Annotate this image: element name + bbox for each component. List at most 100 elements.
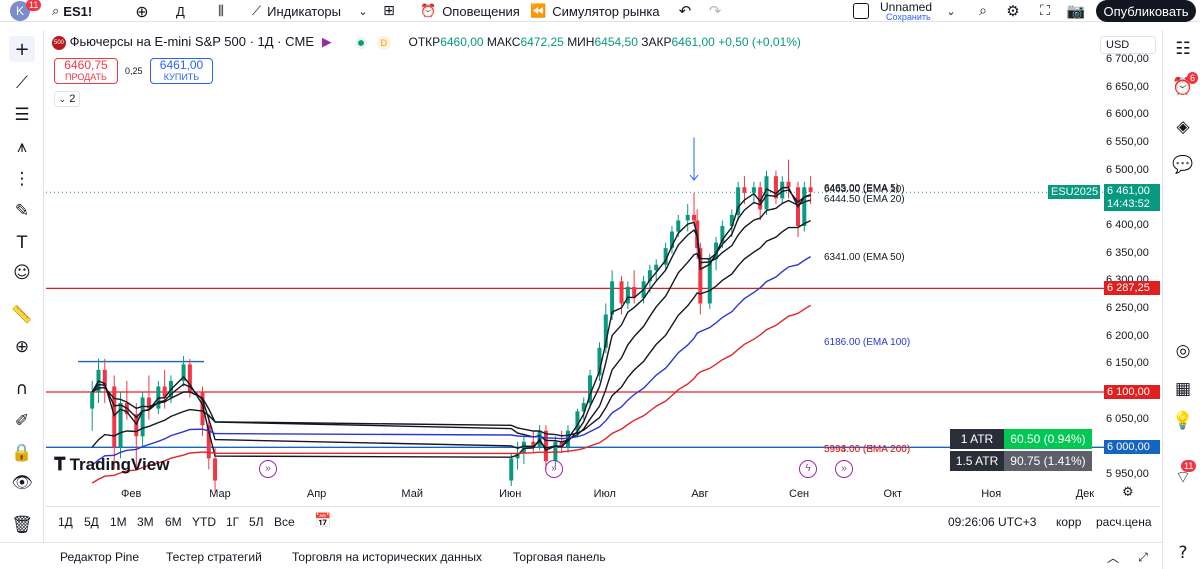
- measure-tool-icon[interactable]: ⋮: [13, 169, 31, 189]
- crosshair-icon[interactable]: +: [9, 36, 35, 62]
- lightning-event-icon[interactable]: ϟ: [799, 460, 817, 478]
- horizontal-lines-icon[interactable]: ☰: [14, 105, 30, 125]
- flag-icon[interactable]: [321, 37, 332, 48]
- zoom-in-icon[interactable]: ⊕: [14, 337, 30, 357]
- indicator-collapse-toggle[interactable]: ⌄ 2: [54, 91, 80, 107]
- undo-icon[interactable]: ↶: [678, 2, 692, 20]
- alarm-clock-icon: ⏰: [420, 3, 437, 19]
- chart-pane[interactable]: 500 Фьючерсы на E-mini S&P 500 · 1Д · CM…: [46, 30, 1160, 506]
- candle-body: [625, 286, 630, 304]
- tab-trading-panel[interactable]: Торговая панель: [513, 550, 606, 564]
- ruler-icon[interactable]: 📏: [11, 305, 33, 325]
- layout-name[interactable]: Unnamed: [880, 0, 933, 14]
- pencil-lock-icon[interactable]: ✐: [14, 411, 30, 431]
- time-axis-settings-icon[interactable]: ⚙: [1122, 485, 1134, 500]
- tab-pine-editor[interactable]: Редактор Pine: [60, 550, 140, 564]
- event-arrow-icon[interactable]: »: [545, 460, 563, 478]
- replay-label: Симулятор рынка: [552, 3, 660, 19]
- event-arrow-icon[interactable]: »: [835, 460, 853, 478]
- publish-button[interactable]: Опубликовать: [1096, 0, 1196, 22]
- eye-icon[interactable]: 👁: [11, 473, 33, 493]
- candle-body: [610, 281, 615, 315]
- candle-body: [187, 364, 192, 392]
- atr-row: 1.5 ATR 90.75 (1.41%): [950, 451, 1092, 471]
- symbol-description[interactable]: Фьючерсы на E-mini S&P 500 · 1Д · CME: [69, 34, 315, 49]
- alerts-button[interactable]: ⏰ Оповещения: [420, 0, 520, 22]
- redo-icon[interactable]: ↷: [708, 2, 722, 20]
- settings-gear-icon[interactable]: ⚙: [1006, 2, 1020, 20]
- magnet-icon[interactable]: ∩: [15, 379, 29, 399]
- pattern-tool-icon[interactable]: ⩚: [17, 137, 27, 157]
- x-tick-label: Июл: [593, 488, 616, 500]
- replay-button[interactable]: ⏪ Симулятор рынка: [530, 0, 660, 22]
- candle-body: [669, 231, 674, 249]
- indicators-label: Индикаторы: [267, 3, 342, 19]
- range-button-8[interactable]: Все: [274, 515, 295, 529]
- symbol-search[interactable]: ⌕ ES1!: [52, 0, 92, 22]
- tab-bar-replay[interactable]: Торговля на исторических данных: [292, 550, 482, 564]
- session-toggle[interactable]: расч.цена: [1096, 515, 1152, 529]
- watchlist-icon[interactable]: ☷: [1175, 39, 1191, 59]
- text-tool-icon[interactable]: T: [16, 233, 28, 253]
- indicators-button[interactable]: ⟋ Индикаторы: [252, 0, 341, 22]
- lock-icon[interactable]: 🔒: [11, 443, 33, 463]
- alerts-count-badge: 6: [1187, 72, 1199, 84]
- notifications-feed-icon[interactable]: ⌔: [1175, 467, 1191, 488]
- fullscreen-icon[interactable]: ⛶: [1040, 3, 1050, 19]
- sell-button[interactable]: 6460,75 ПРОДАТЬ: [54, 58, 118, 84]
- range-button-2[interactable]: 1М: [110, 515, 127, 529]
- clock-time[interactable]: 09:26:06 UTC+3: [948, 515, 1037, 529]
- chevron-down-icon[interactable]: ⌄: [358, 4, 368, 18]
- interval-button[interactable]: Д: [176, 3, 185, 19]
- data-window-layers-icon[interactable]: ◈: [1176, 117, 1190, 137]
- ema-value-label: 6463.00 (EMA 10): [824, 184, 905, 196]
- y-tick-label: 6 550,00: [1106, 136, 1149, 148]
- compare-symbol-icon[interactable]: ⊕: [135, 1, 149, 21]
- help-icon[interactable]: ?: [1178, 543, 1188, 563]
- candle-body: [588, 375, 593, 404]
- layouts-grid-icon[interactable]: ⊞: [383, 3, 395, 19]
- layout-menu-chevron-icon[interactable]: ⌄: [946, 4, 956, 18]
- x-tick-label: Фев: [121, 488, 142, 500]
- range-button-4[interactable]: 6М: [165, 515, 182, 529]
- range-button-3[interactable]: 3М: [137, 515, 154, 529]
- emoji-icon[interactable]: ☺: [13, 263, 31, 283]
- adjustment-toggle[interactable]: корр: [1056, 515, 1082, 529]
- range-button-5[interactable]: YTD: [192, 515, 216, 529]
- candle-body: [619, 281, 624, 304]
- currency-selector[interactable]: USD: [1100, 36, 1156, 54]
- layout-checkbox[interactable]: [853, 3, 869, 19]
- atr-label: 1.5 ATR: [950, 451, 1004, 471]
- save-layout-label[interactable]: Сохранить: [886, 12, 931, 22]
- candle-body: [780, 181, 785, 199]
- chart-legend: 500 Фьючерсы на E-mini S&P 500 · 1Д · CM…: [52, 34, 801, 50]
- calendar-icon[interactable]: ▦: [1174, 379, 1192, 399]
- maximize-panel-icon[interactable]: ⤢: [1138, 549, 1148, 564]
- chat-icon[interactable]: 💬: [1172, 155, 1194, 175]
- price-chart[interactable]: [46, 30, 1160, 506]
- chart-type-candles-icon[interactable]: ⫼: [218, 3, 224, 19]
- camera-snapshot-icon[interactable]: 📷: [1066, 2, 1086, 20]
- range-button-0[interactable]: 1Д: [58, 515, 73, 529]
- range-button-7[interactable]: 5Л: [249, 515, 264, 529]
- ema-value-label: 5994.00 (SMA 200): [824, 443, 911, 455]
- brush-icon[interactable]: ✎: [14, 201, 30, 221]
- event-arrow-icon[interactable]: »: [259, 460, 277, 478]
- candle-body: [118, 403, 123, 448]
- range-button-6[interactable]: 1Г: [226, 515, 240, 529]
- buy-button[interactable]: 6461,00 КУПИТЬ: [150, 58, 213, 84]
- candle-body: [647, 270, 652, 282]
- trash-icon[interactable]: 🗑: [11, 515, 33, 535]
- trend-line-icon[interactable]: ⟋: [16, 73, 28, 93]
- ideas-target-icon[interactable]: ◎: [1175, 341, 1191, 361]
- user-avatar[interactable]: K: [10, 1, 30, 21]
- lightbulb-icon[interactable]: 💡: [1172, 411, 1194, 431]
- atr-value: 90.75 (1.41%): [1004, 451, 1092, 471]
- quick-search-icon[interactable]: ⌕: [979, 3, 987, 19]
- range-button-1[interactable]: 5Д: [84, 515, 99, 529]
- tab-strategy-tester[interactable]: Тестер стратегий: [166, 550, 262, 564]
- top-toolbar: K 11 ⌕ ES1! ⊕ Д ⫼ ⟋ Индикаторы ⌄ ⊞ ⏰ Опо…: [0, 0, 1200, 22]
- chevron-up-icon[interactable]: ︿: [1106, 550, 1119, 565]
- exchange-logo-icon: 500: [52, 35, 66, 50]
- goto-date-icon[interactable]: 📅: [314, 513, 332, 529]
